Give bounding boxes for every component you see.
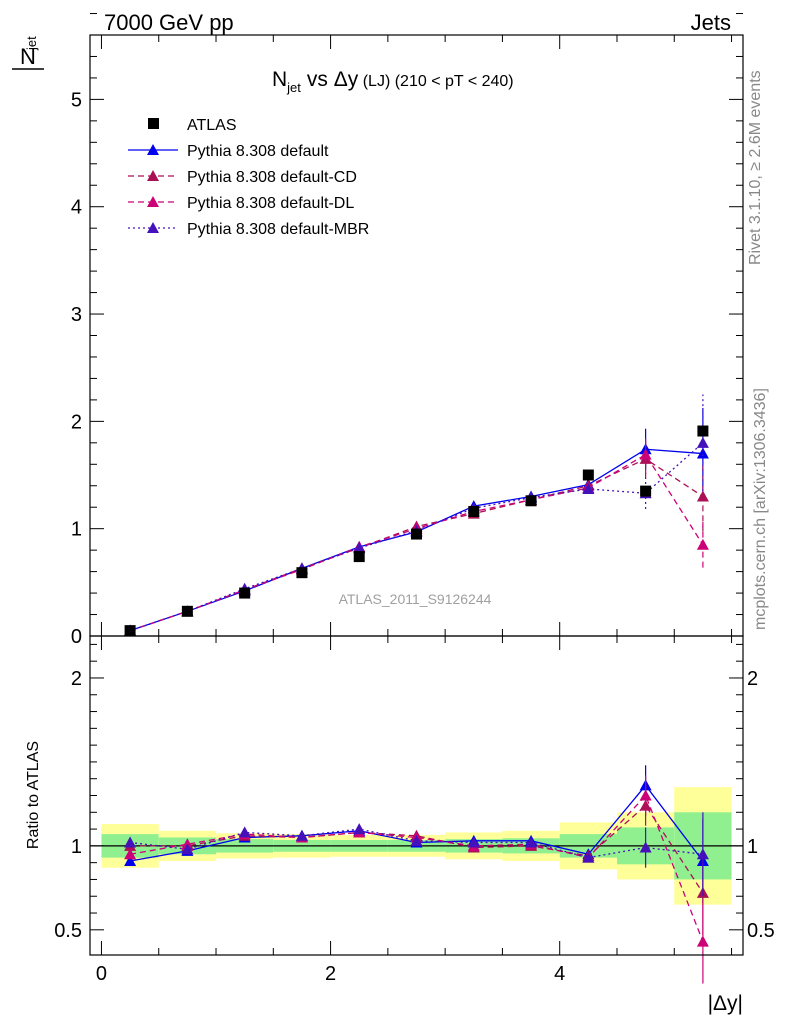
legend-label-default: Pythia 8.308 default [187, 143, 329, 160]
legend: ATLAS Pythia 8.308 default Pythia 8.308 de… [128, 117, 369, 238]
atlas-point-3 [296, 567, 308, 579]
rivet-version-label: Rivet 3.1.10, ≥ 2.6M events [747, 70, 764, 265]
legend-marker-atlas [148, 118, 159, 129]
header-collision-label: 7000 GeV pp [104, 10, 234, 35]
atlas-point-8 [582, 469, 594, 481]
legend-label-mbr: Pythia 8.308 default-MBR [187, 221, 369, 238]
main-ytick-label-1: 1 [71, 519, 82, 541]
atlas-point-10 [697, 425, 709, 437]
x-axis-label: |Δy| [708, 992, 743, 1015]
ratio-point-dl-0 [124, 848, 137, 860]
ratio-point-mbr-9 [639, 841, 652, 853]
main-point-dl-10 [696, 538, 709, 550]
ratio-point-mbr-0 [124, 836, 137, 848]
header-category-label: Jets [691, 10, 731, 35]
axes-ticks: 0 1 2 3 4 5 0 2 4 0.5 0.5 1 1 2 2 [54, 13, 775, 985]
atlas-point-0 [124, 625, 136, 637]
atlas-point-4 [353, 551, 365, 563]
ratio-point-mbr-7 [525, 836, 538, 848]
ratio-point-dl-10 [696, 935, 709, 947]
main-ylabel-sub: jet [24, 36, 39, 51]
ratio-ytick-label-right-0: 0.5 [747, 920, 775, 942]
ratio-point-mbr-6 [467, 836, 480, 848]
ratio-point-mbr-5 [410, 834, 423, 846]
main-line-mbr [129, 442, 704, 632]
xtick-label-1: 2 [325, 963, 336, 985]
main-ytick-label-0: 0 [71, 626, 82, 648]
atlas-point-1 [181, 605, 193, 617]
legend-marker-cd [147, 170, 159, 181]
ratio-point-mbr-2 [238, 826, 251, 838]
atlas-point-2 [239, 587, 251, 599]
legend-marker-default [147, 144, 159, 155]
main-point-mbr-8 [582, 482, 595, 494]
main-plot-series [124, 394, 709, 637]
ratio-point-dl-9 [639, 789, 652, 801]
atlas-point-7 [525, 495, 537, 507]
main-point-default-10 [696, 447, 709, 459]
legend-marker-mbr [147, 222, 159, 233]
ratio-point-mbr-1 [181, 843, 194, 855]
ratio-ytick-label-right-2: 2 [747, 668, 758, 690]
main-ytick-label-2: 2 [71, 411, 82, 433]
ratio-ytick-label-1: 1 [71, 836, 82, 858]
ratio-point-mbr-3 [295, 829, 308, 841]
mcplots-source-label: mcplots.cern.ch [arXiv:1306.3436] [752, 388, 769, 630]
atlas-point-5 [411, 528, 422, 540]
main-ylabel-text: N [20, 44, 36, 69]
ratio-point-mbr-8 [582, 851, 595, 863]
ratio-ylabel: Ratio to ATLAS [25, 741, 42, 849]
atlas-point-6 [468, 506, 480, 518]
ratio-point-default-0 [124, 854, 137, 866]
main-point-dl-9 [639, 448, 652, 460]
ratio-ytick-label-0: 0.5 [54, 920, 82, 942]
legend-label-cd: Pythia 8.308 default-CD [187, 169, 357, 186]
main-ytick-label-5: 5 [71, 89, 82, 111]
main-ylabel: N jet [12, 36, 44, 70]
ratio-line-dl [129, 794, 704, 942]
ratio-plot-series [124, 765, 709, 984]
main-ytick-label-4: 4 [71, 197, 82, 219]
legend-label-dl: Pythia 8.308 default-DL [187, 195, 354, 212]
main-point-mbr-4 [353, 541, 366, 553]
analysis-watermark: ATLAS_2011_S9126244 [339, 591, 492, 607]
chart-title: Njet vs Δy (LJ) (210 < pT < 240) [272, 68, 514, 95]
ratio-point-mbr-10 [696, 848, 709, 860]
xtick-label-0: 0 [96, 963, 107, 985]
ratio-ytick-label-right-1: 1 [747, 836, 758, 858]
atlas-point-9 [640, 485, 652, 497]
main-point-cd-10 [696, 490, 709, 502]
ratio-ytick-label-2: 2 [71, 668, 82, 690]
ratio-point-mbr-4 [353, 823, 366, 835]
main-ytick-label-3: 3 [71, 304, 82, 326]
main-point-mbr-10 [696, 436, 709, 448]
xtick-label-2: 4 [554, 963, 565, 985]
legend-marker-dl [147, 196, 159, 207]
legend-label-atlas: ATLAS [187, 117, 237, 134]
